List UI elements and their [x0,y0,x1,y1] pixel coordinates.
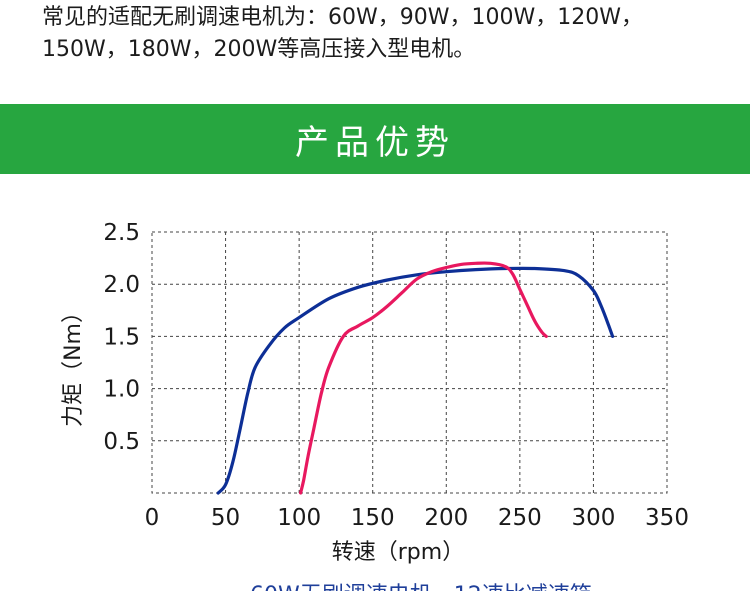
chart-grid [151,231,668,494]
series-line-1 [216,266,615,495]
chart-ticks: 0 50 100 150 200 250 300 350 0.5 1.0 1.5 2.0 2.5 [103,220,689,531]
chart-svg: 0 50 100 150 200 250 300 350 0.5 1.0 1.5 2.0 2.5 转速（… [61,220,689,591]
intro-text: 常见的适配无刷调速电机为：60W，90W，100W，120W， 150W，180… [42,2,732,66]
torque-speed-chart: 0 50 100 150 200 250 300 350 0.5 1.0 1.5 2.0 2.5 转速（… [0,176,750,591]
x-tick-label: 250 [498,505,542,531]
x-tick-label: 50 [211,505,240,531]
y-tick-label: 0.5 [103,429,140,455]
series-line-2 [299,261,548,495]
chart-caption: 60W无刷调速电机，12速比减速箱 [250,583,592,591]
intro-line-2: 150W，180W，200W等高压接入型电机。 [42,37,476,62]
y-axis-label: 力矩（Nm） [61,301,86,427]
section-banner: 产品优势 [0,104,750,174]
x-tick-label: 0 [145,505,160,531]
y-tick-label: 1.5 [103,324,140,350]
x-tick-label: 150 [351,505,395,531]
chart-series [216,261,615,495]
x-axis-label: 转速（rpm） [332,540,464,565]
y-tick-label: 2.5 [103,220,140,246]
section-title: 产品优势 [295,122,455,163]
plot-frame [151,231,668,494]
x-tick-label: 200 [424,505,468,531]
intro-line-1: 常见的适配无刷调速电机为：60W，90W，100W，120W， [42,5,643,30]
y-tick-label: 2.0 [103,272,140,298]
x-tick-label: 350 [645,505,689,531]
y-tick-label: 1.0 [103,377,140,403]
x-tick-label: 100 [277,505,321,531]
x-tick-label: 300 [571,505,615,531]
